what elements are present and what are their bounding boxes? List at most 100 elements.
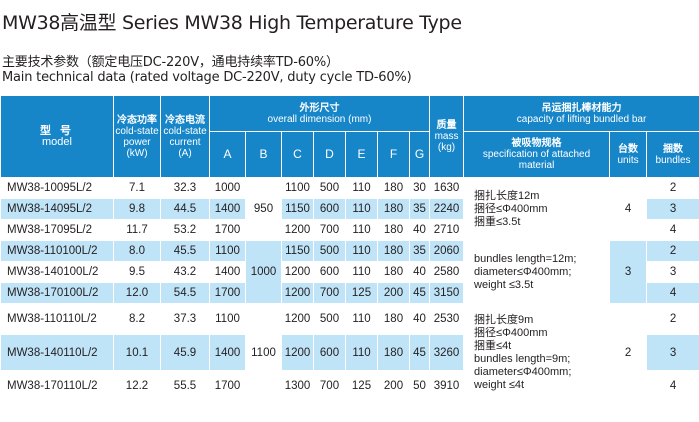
header-dim-c: C — [281, 131, 314, 178]
cell-g: 45 — [408, 334, 431, 371]
header-dim-a: A — [209, 131, 246, 178]
cell-c: 1150 — [281, 198, 314, 220]
header-power: 冷态功率 cold-state power (kW) — [113, 95, 161, 178]
header-mass: 质量 mass (kg) — [429, 95, 465, 178]
cell-power: 10.1 — [113, 334, 161, 371]
cell-c: 1200 — [281, 282, 314, 304]
cell-c: 1200 — [281, 334, 314, 371]
cell-a: 1000 — [209, 177, 246, 199]
cell-power: 12.0 — [113, 282, 161, 304]
cell-spec-merged: 捆扎长度12m 捆径≤Φ400mm 捆重≤3.5t — [463, 177, 611, 241]
cell-f: 200 — [377, 282, 410, 304]
cell-bundles: 4 — [646, 282, 699, 304]
cell-power: 9.8 — [113, 198, 161, 220]
cell-current: 53.2 — [160, 219, 210, 241]
cell-g: 40 — [408, 303, 431, 335]
cell-model: MW38-170110L/2 — [0, 370, 114, 402]
cell-spec-merged: bundles length=12m; diameter≤Φ400mm; wei… — [463, 240, 611, 304]
cell-f: 180 — [377, 261, 410, 283]
cell-a: 1700 — [209, 282, 246, 304]
spec-table: 型 号 model 冷态功率 cold-state power (kW) 冷态电… — [0, 95, 699, 402]
cell-b-merged: 1100 — [245, 303, 282, 402]
cell-current: 55.5 — [160, 370, 210, 402]
cell-model: MW38-170100L/2 — [0, 282, 114, 304]
cell-g: 45 — [408, 282, 431, 304]
cell-mass: 2580 — [429, 261, 465, 283]
cell-power: 11.7 — [113, 219, 161, 241]
cell-power: 12.2 — [113, 370, 161, 402]
cell-bundles: 3 — [646, 261, 699, 283]
header-dim-f: F — [377, 131, 410, 178]
cell-mass: 2710 — [429, 219, 465, 241]
table-row: MW38-110100L/2 8.0 45.5 1100 1000 1150 5… — [0, 240, 699, 304]
cell-d: 500 — [313, 240, 346, 262]
cell-bundles: 3 — [646, 334, 699, 371]
cell-c: 1150 — [281, 240, 314, 262]
cell-bundles: 3 — [646, 198, 699, 220]
cell-e: 110 — [345, 240, 378, 262]
cell-power: 9.5 — [113, 261, 161, 283]
cell-b-merged: 950 — [245, 177, 282, 241]
table-row: MW38-110110L/2 8.2 37.3 1100 1100 1200 5… — [0, 303, 699, 402]
cell-power: 8.2 — [113, 303, 161, 335]
cell-current: 54.5 — [160, 282, 210, 304]
cell-mass: 2060 — [429, 240, 465, 262]
cell-mass: 3150 — [429, 282, 465, 304]
page-title: MW38高温型 Series MW38 High Temperature Typ… — [2, 12, 462, 34]
cell-e: 110 — [345, 177, 378, 199]
cell-model: MW38-140100L/2 — [0, 261, 114, 283]
cell-mass: 2240 — [429, 198, 465, 220]
cell-g: 35 — [408, 198, 431, 220]
cell-units-merged: 3 — [609, 240, 648, 304]
header-dim-e: E — [345, 131, 378, 178]
cell-e: 110 — [345, 303, 378, 335]
cell-e: 110 — [345, 334, 378, 371]
cell-f: 180 — [377, 198, 410, 220]
cell-g: 50 — [408, 370, 431, 402]
cell-current: 45.5 — [160, 240, 210, 262]
header-spec: 被吸物规格 specification of attached material — [463, 131, 611, 178]
cell-model: MW38-140110L/2 — [0, 334, 114, 371]
cell-d: 700 — [313, 370, 346, 402]
cell-a: 1400 — [209, 261, 246, 283]
cell-bundles: 2 — [646, 177, 699, 199]
cell-units-merged: 4 — [609, 177, 648, 241]
cell-d: 700 — [313, 282, 346, 304]
table-row: MW38-10095L/2 7.1 32.3 1000 950 1100 500… — [0, 177, 699, 241]
header-dim-g: G — [408, 131, 431, 178]
cell-e: 125 — [345, 370, 378, 402]
header-units: 台数 units — [609, 131, 648, 178]
cell-e: 110 — [345, 198, 378, 220]
cell-current: 43.2 — [160, 261, 210, 283]
cell-a: 1400 — [209, 198, 246, 220]
cell-d: 500 — [313, 177, 346, 199]
cell-d: 600 — [313, 261, 346, 283]
cell-bundles: 2 — [646, 240, 699, 262]
header-current: 冷态电流 cold-state current (A) — [160, 95, 210, 178]
cell-power: 7.1 — [113, 177, 161, 199]
cell-mass: 3910 — [429, 370, 465, 402]
table-row: MW38-17095L/2 11.7 53.2 1700 1200 700 11… — [0, 219, 699, 241]
cell-model: MW38-17095L/2 — [0, 219, 114, 241]
cell-mass: 1630 — [429, 177, 465, 199]
table-row: MW38-170110L/2 12.2 55.5 1700 1300 700 1… — [0, 370, 699, 402]
cell-f: 180 — [377, 177, 410, 199]
cell-e: 125 — [345, 282, 378, 304]
cell-g: 40 — [408, 261, 431, 283]
cell-d: 600 — [313, 198, 346, 220]
table-row: MW38-170100L/2 12.0 54.5 1700 1200 700 1… — [0, 282, 699, 304]
cell-model: MW38-110110L/2 — [0, 303, 114, 335]
cell-c: 1300 — [281, 370, 314, 402]
cell-g: 35 — [408, 240, 431, 262]
header-dimension: 外形尺寸 overall dimension (mm) — [208, 95, 431, 132]
cell-a: 1400 — [209, 334, 246, 371]
cell-d: 600 — [313, 334, 346, 371]
cell-bundles: 2 — [646, 303, 699, 335]
cell-b-merged: 1000 — [245, 240, 282, 304]
table-row: MW38-14095L/2 9.8 44.5 1400 1150 600 110… — [0, 198, 699, 220]
cell-model: MW38-14095L/2 — [0, 198, 114, 220]
header-dim-b: B — [245, 131, 282, 178]
cell-f: 180 — [377, 303, 410, 335]
header-lifting-capacity: 吊运捆扎棒材能力 capacity of lifting bundled bar — [463, 95, 699, 132]
table-row: MW38-140110L/2 10.1 45.9 1400 1200 600 1… — [0, 334, 699, 371]
